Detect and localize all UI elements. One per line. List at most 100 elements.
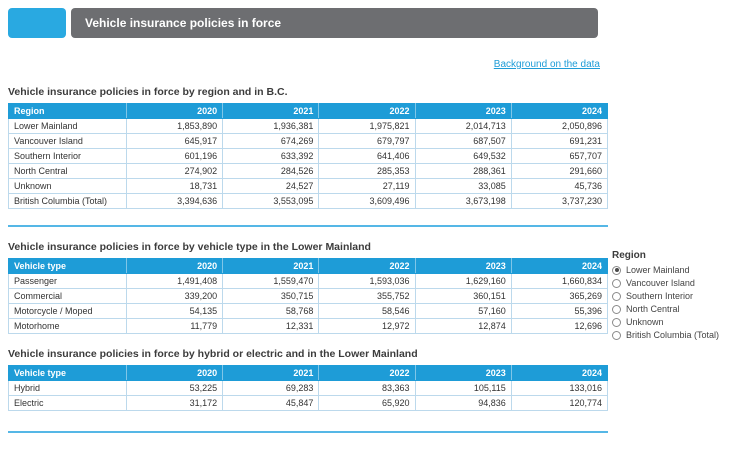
dashboard: Vehicle insurance policies in force Back… [8,8,732,433]
value-cell: 12,696 [510,318,609,334]
table-header-row: Vehicle type 2020 2021 2022 2023 2024 [8,365,609,381]
row-label: Hybrid [8,380,127,396]
value-cell: 691,231 [510,133,609,149]
column-header-year: 2024 [510,365,609,381]
value-cell: 1,491,408 [125,273,224,289]
value-cell: 54,135 [125,303,224,319]
region-filter-title: Region [612,250,646,261]
value-cell: 284,526 [222,163,320,179]
value-cell: 641,406 [318,148,416,164]
value-cell: 674,269 [222,133,320,149]
column-header-year: 2020 [125,103,224,119]
column-header-year: 2020 [125,365,224,381]
background-data-link[interactable]: Background on the data [493,59,600,70]
row-label: Commercial [8,288,127,304]
value-cell: 69,283 [222,380,320,396]
radio-icon [612,317,621,327]
table-row: North Central 274,902 284,526 285,353 288,36… [8,163,609,179]
value-cell: 1,853,890 [125,118,224,134]
value-cell: 11,779 [125,318,224,334]
table-row: British Columbia (Total) 3,394,636 3,553,0… [8,193,609,209]
region-option-label: Lower Mainland [626,265,690,275]
value-cell: 1,936,381 [222,118,320,134]
value-cell: 65,920 [318,395,416,411]
row-label: Electric [8,395,127,411]
table-row: Passenger 1,491,408 1,559,470 1,593,036 1,62… [8,273,609,289]
page-title: Vehicle insurance policies in force [85,16,282,30]
value-cell: 58,546 [318,303,416,319]
value-cell: 3,553,095 [222,193,320,209]
value-cell: 2,050,896 [510,118,609,134]
value-cell: 687,507 [414,133,512,149]
region-radio-vancouver-island[interactable]: Vancouver Island [612,278,732,288]
value-cell: 285,353 [318,163,416,179]
value-cell: 45,736 [510,178,609,194]
value-cell: 1,559,470 [222,273,320,289]
table-row: Motorcycle / Moped 54,135 58,768 58,546 57,1… [8,303,609,319]
link-row: Background on the data [8,54,600,72]
column-header-label: Vehicle type [8,258,127,274]
region-radio-southern-interior[interactable]: Southern Interior [612,291,732,301]
region-radio-unknown[interactable]: Unknown [612,317,732,327]
value-cell: 55,396 [510,303,609,319]
column-header-year: 2021 [222,365,320,381]
column-header-year: 2021 [222,258,320,274]
value-cell: 33,085 [414,178,512,194]
value-cell: 1,660,834 [510,273,609,289]
section-title-hybrid-electric: Vehicle insurance policies in force by h… [8,348,418,360]
value-cell: 24,527 [222,178,320,194]
column-header-year: 2022 [318,103,416,119]
table-row: Lower Mainland 1,853,890 1,936,381 1,975,82… [8,118,609,134]
value-cell: 3,673,198 [414,193,512,209]
value-cell: 649,532 [414,148,512,164]
page-header: Vehicle insurance policies in force [8,8,728,38]
radio-icon [612,278,621,288]
column-header-year: 2024 [510,258,609,274]
value-cell: 339,200 [125,288,224,304]
value-cell: 18,731 [125,178,224,194]
region-option-label: Vancouver Island [626,278,695,288]
region-radio-north-central[interactable]: North Central [612,304,732,314]
value-cell: 3,609,496 [318,193,416,209]
divider [8,431,608,433]
value-cell: 83,363 [318,380,416,396]
value-cell: 53,225 [125,380,224,396]
row-label: Southern Interior [8,148,127,164]
region-radio-lower-mainland[interactable]: Lower Mainland [612,265,732,275]
column-header-year: 2023 [414,258,512,274]
row-label: British Columbia (Total) [8,193,127,209]
value-cell: 1,593,036 [318,273,416,289]
value-cell: 645,917 [125,133,224,149]
column-header-year: 2023 [414,365,512,381]
vehicle-type-table: Vehicle type 2020 2021 2022 2023 2024 Passenge… [8,258,609,334]
radio-icon [612,304,621,314]
table-row: Southern Interior 601,196 633,392 641,406 64… [8,148,609,164]
column-header-year: 2023 [414,103,512,119]
row-label: Unknown [8,178,127,194]
value-cell: 288,361 [414,163,512,179]
table-header-row: Region 2020 2021 2022 2023 2024 [8,103,609,119]
column-header-year: 2024 [510,103,609,119]
divider [8,225,608,227]
table-row: Unknown 18,731 24,527 27,119 33,085 45,736 [8,178,609,194]
column-header-label: Region [8,103,127,119]
value-cell: 601,196 [125,148,224,164]
value-cell: 360,151 [414,288,512,304]
column-header-label: Vehicle type [8,365,127,381]
value-cell: 350,715 [222,288,320,304]
brand-logo [8,8,66,38]
row-label: Passenger [8,273,127,289]
region-option-label: North Central [626,304,680,314]
title-bar: Vehicle insurance policies in force [71,8,598,38]
region-filter-options: Lower Mainland Vancouver Island Southern I… [612,265,732,340]
value-cell: 274,902 [125,163,224,179]
value-cell: 105,115 [414,380,512,396]
table-header-row: Vehicle type 2020 2021 2022 2023 2024 [8,258,609,274]
value-cell: 12,874 [414,318,512,334]
value-cell: 2,014,713 [414,118,512,134]
region-radio-british-columbia-total[interactable]: British Columbia (Total) [612,330,732,340]
value-cell: 633,392 [222,148,320,164]
value-cell: 3,737,230 [510,193,609,209]
region-option-label: Southern Interior [626,291,694,301]
value-cell: 133,016 [510,380,609,396]
